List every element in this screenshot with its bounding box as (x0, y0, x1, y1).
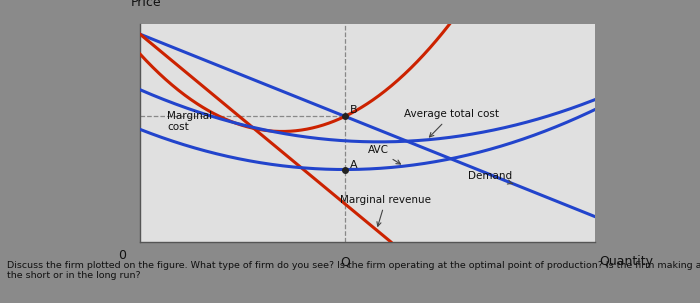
Text: Price: Price (131, 0, 162, 9)
Text: Q: Q (340, 255, 350, 268)
Text: AVC: AVC (368, 145, 400, 164)
Text: 0: 0 (118, 249, 126, 262)
Text: Average total cost: Average total cost (404, 109, 499, 137)
Text: Demand: Demand (468, 171, 513, 184)
Text: Quantity: Quantity (600, 255, 654, 268)
Text: B: B (350, 105, 358, 115)
Text: Discuss the firm plotted on the figure. What type of firm do you see? Is the fir: Discuss the firm plotted on the figure. … (7, 261, 700, 280)
Text: A: A (350, 160, 358, 170)
Text: Marginal revenue: Marginal revenue (340, 195, 431, 226)
Text: Marginal
cost: Marginal cost (167, 111, 212, 132)
